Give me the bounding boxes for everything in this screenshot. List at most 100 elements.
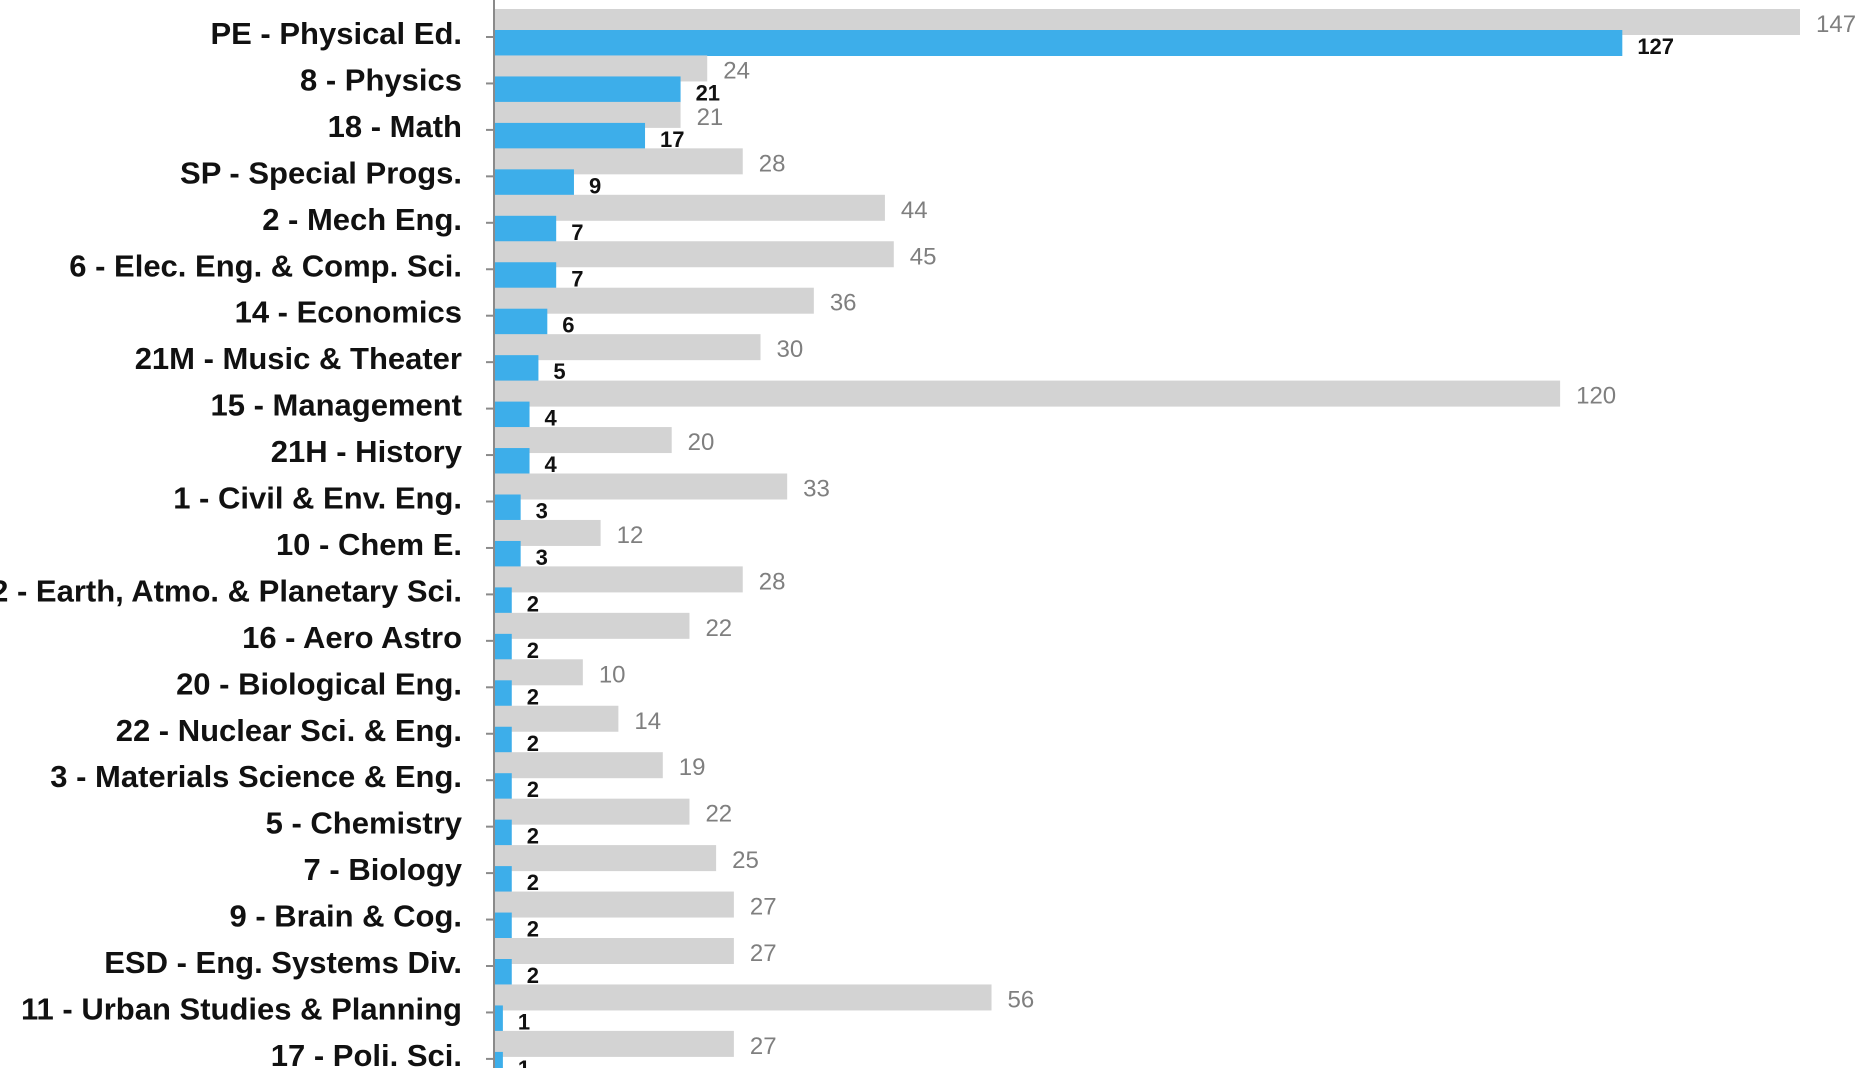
category-label: 10 - Chem E.: [276, 527, 462, 562]
highlight-value-label: 2: [527, 917, 539, 942]
bar-total: [494, 566, 743, 593]
highlight-value-label: 2: [527, 870, 539, 895]
bar-highlight: [494, 587, 512, 614]
highlight-value-label: 1: [518, 1056, 530, 1068]
bar-total: [494, 984, 992, 1011]
highlight-value-label: 2: [527, 638, 539, 663]
category-label: 2 - Mech Eng.: [262, 202, 462, 237]
bar-highlight: [494, 30, 1623, 56]
bar-highlight: [494, 494, 521, 521]
highlight-value-label: 2: [527, 591, 539, 616]
highlight-value-label: 6: [562, 313, 574, 338]
total-value-label: 56: [1008, 986, 1035, 1013]
bar-total: [494, 473, 788, 500]
highlight-value-label: 2: [527, 731, 539, 756]
highlight-value-label: 2: [527, 684, 539, 709]
highlight-value-label: 9: [589, 173, 601, 198]
category-label: 16 - Aero Astro: [242, 620, 462, 655]
category-label: 8 - Physics: [300, 62, 462, 97]
bar-total: [494, 938, 734, 964]
highlight-value-label: 7: [571, 220, 583, 245]
total-value-label: 45: [910, 243, 937, 270]
highlight-value-label: 127: [1637, 34, 1674, 59]
total-value-label: 22: [705, 801, 732, 828]
category-label: 15 - Management: [210, 388, 462, 423]
category-label: SP - Special Progs.: [180, 155, 462, 190]
bar-highlight: [494, 540, 521, 567]
total-value-label: 120: [1576, 383, 1616, 410]
total-value-label: 44: [901, 197, 928, 224]
bar-highlight: [494, 959, 512, 985]
bar-total: [494, 705, 619, 732]
bars-group: [494, 9, 1800, 1068]
category-label: 12 - Earth, Atmo. & Planetary Sci.: [0, 573, 462, 608]
bar-highlight: [494, 169, 574, 196]
total-value-label: 12: [617, 522, 644, 549]
highlight-value-label: 21: [696, 80, 720, 105]
category-label: 6 - Elec. Eng. & Comp. Sci.: [69, 248, 462, 283]
category-label: 11 - Urban Studies & Planning: [21, 991, 462, 1026]
total-value-label: 30: [777, 336, 804, 363]
bar-highlight: [494, 866, 512, 893]
bar-total: [494, 1030, 734, 1057]
bar-total: [494, 752, 663, 779]
bar-total: [494, 612, 690, 639]
total-value-label: 28: [759, 150, 786, 177]
category-label: 3 - Materials Science & Eng.: [50, 759, 462, 794]
bar-highlight: [494, 773, 512, 800]
bar-total: [494, 845, 717, 872]
bar-highlight: [494, 401, 530, 428]
bar-highlight: [494, 262, 557, 289]
bar-highlight: [494, 726, 512, 753]
highlight-value-label: 7: [571, 266, 583, 291]
total-value-label: 14: [634, 708, 661, 735]
highlight-value-label: 4: [545, 452, 558, 477]
bar-total: [494, 241, 894, 268]
total-value-label: 33: [803, 476, 830, 503]
category-label: 1 - Civil & Env. Eng.: [173, 481, 462, 516]
category-label: 21M - Music & Theater: [135, 341, 462, 376]
bar-highlight: [494, 633, 512, 660]
category-label: ESD - Eng. Systems Div.: [104, 945, 462, 980]
total-value-label: 22: [705, 615, 732, 642]
bar-highlight: [494, 912, 512, 939]
bar-highlight: [494, 1051, 503, 1068]
category-label: 7 - Biology: [304, 852, 463, 887]
category-label: 20 - Biological Eng.: [176, 666, 462, 701]
category-label: 18 - Math: [328, 109, 462, 144]
bar-highlight: [494, 680, 512, 707]
category-label: 21H - History: [271, 434, 463, 469]
highlight-value-label: 2: [527, 824, 539, 849]
bar-highlight: [494, 355, 539, 382]
bar-total: [494, 380, 1561, 407]
total-value-label: 36: [830, 290, 857, 317]
category-label: 22 - Nuclear Sci. & Eng.: [116, 713, 462, 748]
bar-highlight: [494, 215, 557, 242]
category-label: 14 - Economics: [235, 295, 462, 330]
total-value-label: 147: [1816, 11, 1856, 38]
bar-total: [494, 891, 734, 918]
total-value-label: 20: [688, 429, 715, 456]
y-axis-ticks: [486, 36, 494, 1060]
highlight-value-label: 2: [527, 777, 539, 802]
category-label: 9 - Brain & Cog.: [229, 899, 462, 934]
category-label: 17 - Poli. Sci.: [271, 1038, 462, 1068]
highlight-value-label: 3: [536, 499, 548, 524]
bar-highlight: [494, 448, 530, 475]
bar-highlight: [494, 76, 681, 103]
highlight-value-label: 5: [553, 359, 565, 384]
total-value-label: 27: [750, 1033, 777, 1060]
total-value-label: 21: [697, 104, 724, 131]
category-label: PE - Physical Ed.: [210, 16, 462, 51]
highlight-value-label: 4: [545, 406, 558, 431]
highlight-value-label: 1: [518, 1009, 530, 1034]
highlight-value-label: 2: [527, 963, 539, 988]
total-value-label: 25: [732, 847, 759, 874]
bar-highlight: [494, 1005, 503, 1032]
bar-highlight: [494, 122, 646, 149]
highlight-value-label: 3: [536, 545, 548, 570]
total-value-label: 10: [599, 661, 626, 688]
total-value-label: 28: [759, 568, 786, 595]
